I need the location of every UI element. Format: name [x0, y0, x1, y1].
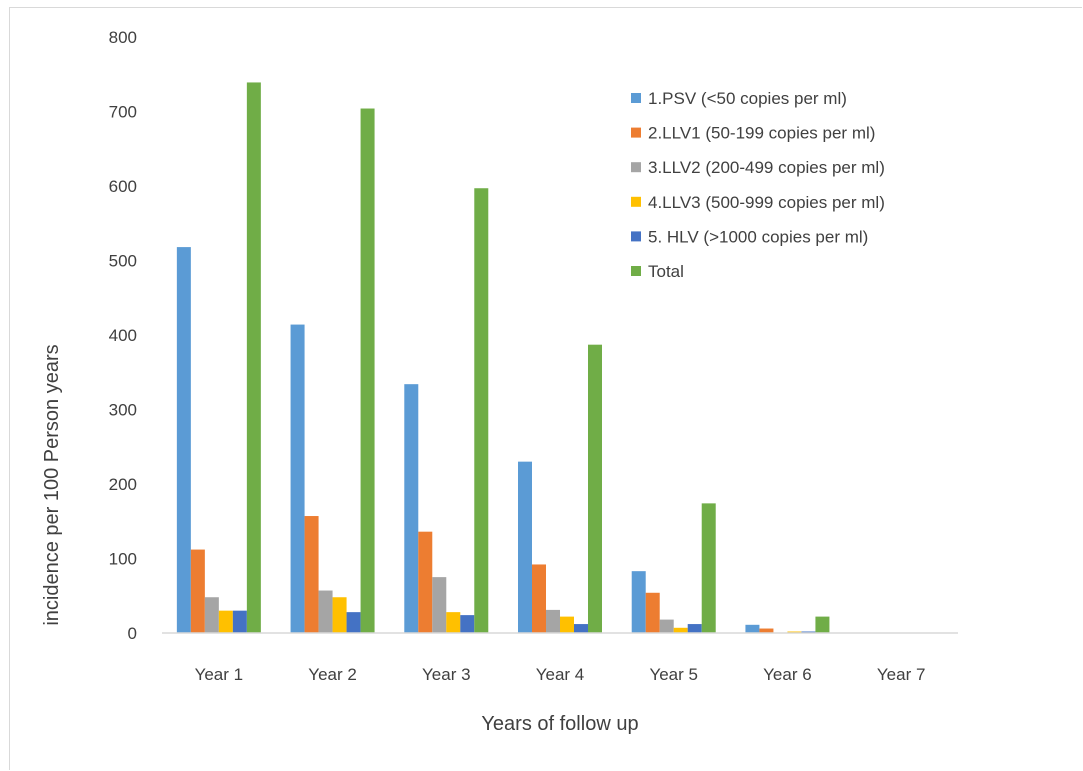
- legend-label: 4.LLV3 (500-999 copies per ml): [648, 193, 885, 212]
- bar: [446, 612, 461, 633]
- legend-swatch: [631, 231, 641, 242]
- bar: [460, 615, 475, 633]
- legend-swatch: [631, 162, 641, 173]
- chart-frame: [9, 7, 1082, 770]
- legend-label: 2.LLV1 (50-199 copies per ml): [648, 124, 875, 143]
- bar: [418, 531, 433, 633]
- y-tick-label: 800: [109, 28, 137, 47]
- legend-label: 5. HLV (>1000 copies per ml): [648, 227, 868, 246]
- bar: [673, 627, 688, 633]
- x-tick-label: Year 3: [422, 665, 471, 684]
- bar: [546, 609, 560, 633]
- bar: [518, 461, 532, 633]
- legend-label: 1.PSV (<50 copies per ml): [648, 89, 847, 108]
- bar: [218, 610, 233, 633]
- bar: [631, 571, 646, 633]
- bar: [745, 624, 760, 633]
- x-tick-label: Year 4: [536, 665, 585, 684]
- bar: [346, 612, 361, 633]
- legend-swatch: [631, 266, 641, 276]
- legend-label: Total: [648, 262, 684, 281]
- bar: [474, 188, 489, 634]
- bar: [532, 564, 546, 633]
- bar: [360, 108, 375, 633]
- x-axis-ticks: Year 1 Year 2 Year 3 Year 4 Year 5 Year 6 Year…: [195, 665, 926, 684]
- bar: [659, 619, 674, 633]
- legend-swatch: [631, 196, 641, 207]
- bars: [176, 82, 830, 634]
- legend: 1.PSV (<50 copies per ml) 2.LLV1 (50-199 …: [631, 89, 885, 281]
- bar: [687, 624, 702, 633]
- bar: [318, 590, 333, 633]
- x-tick-label: Year 1: [195, 665, 244, 684]
- bar: [560, 616, 574, 633]
- bar: [204, 597, 219, 633]
- y-tick-label: 0: [128, 624, 137, 643]
- y-tick-label: 300: [109, 401, 137, 420]
- bar: [332, 597, 347, 633]
- bar: [701, 503, 716, 633]
- x-tick-label: Year 7: [877, 665, 926, 684]
- bar: [815, 616, 830, 633]
- bar: [190, 549, 205, 633]
- y-tick-label: 200: [109, 475, 137, 494]
- bar: [404, 384, 419, 633]
- bar: [304, 516, 319, 633]
- bar: [432, 577, 447, 633]
- bar: [176, 247, 191, 633]
- bar: [759, 628, 774, 633]
- legend-label: 3.LLV2 (200-499 copies per ml): [648, 158, 885, 177]
- y-tick-label: 100: [109, 550, 137, 569]
- x-tick-label: Year 2: [308, 665, 357, 684]
- legend-swatch: [631, 93, 641, 103]
- legend-swatch: [631, 127, 641, 138]
- bar: [645, 592, 660, 633]
- bar: [574, 624, 588, 633]
- bar: [246, 82, 261, 633]
- x-tick-label: Year 6: [763, 665, 812, 684]
- x-tick-label: Year 5: [649, 665, 698, 684]
- bar: [588, 344, 602, 633]
- bar: [290, 324, 305, 633]
- y-tick-label: 400: [109, 326, 137, 345]
- bar: [232, 610, 247, 633]
- y-tick-label: 700: [109, 103, 137, 122]
- y-axis-title: incidence per 100 Person years: [41, 344, 63, 625]
- y-axis-ticks: 0 100 200 300 400 500 600 700 800: [109, 28, 137, 643]
- y-tick-label: 500: [109, 252, 137, 271]
- y-tick-label: 600: [109, 177, 137, 196]
- x-axis-title: Years of follow up: [481, 713, 638, 735]
